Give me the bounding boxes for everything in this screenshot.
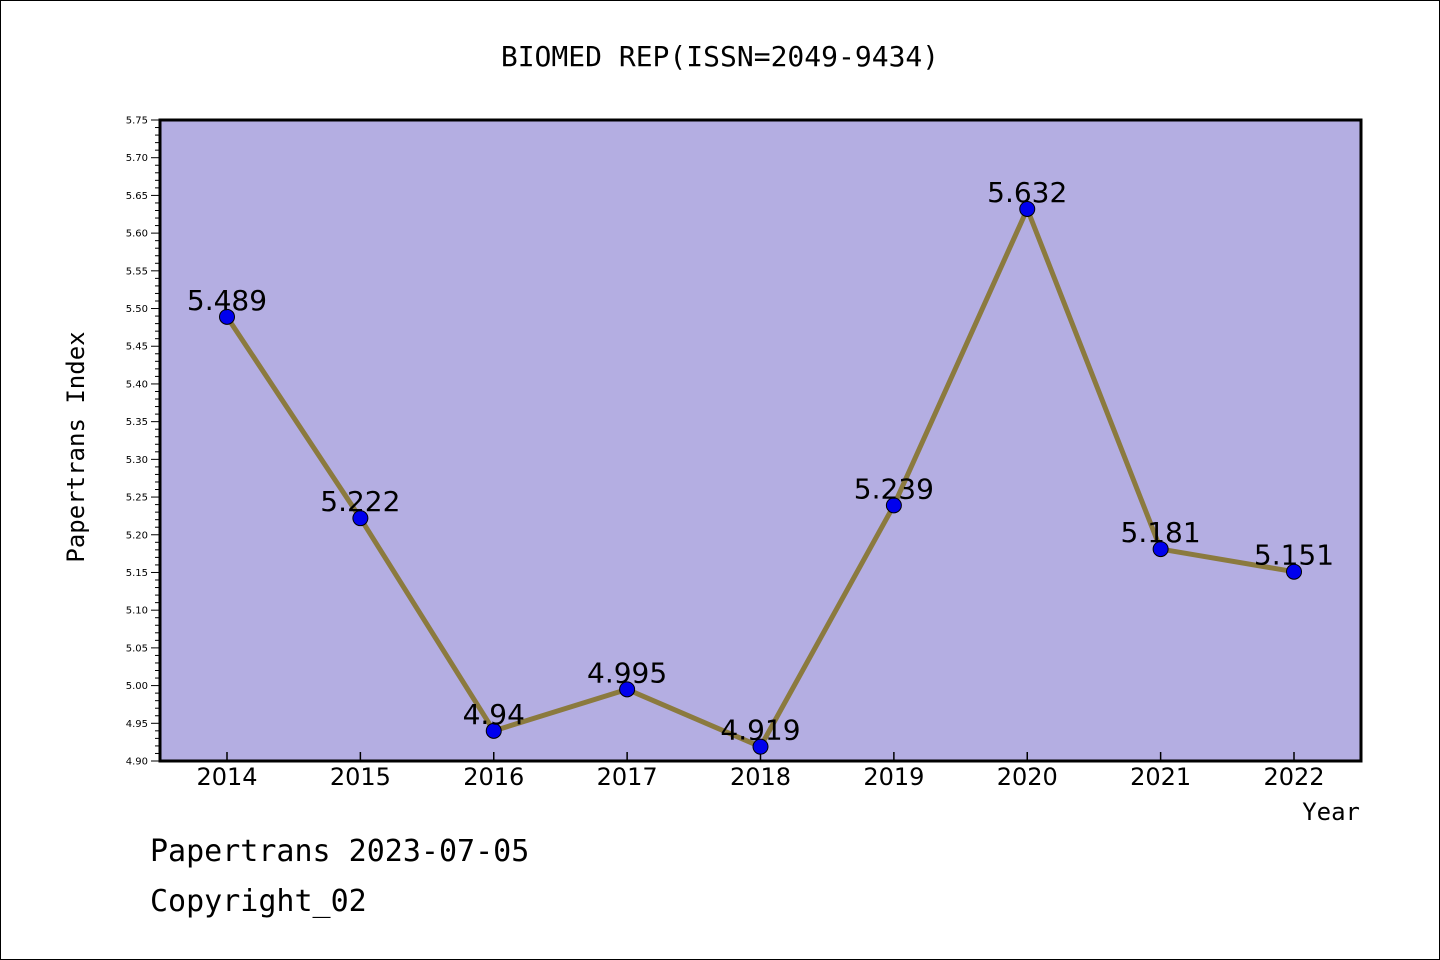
y-tick-label: 5.35 — [126, 417, 148, 428]
y-axis-label: Papertrans Index — [62, 331, 90, 562]
data-point — [485, 722, 502, 739]
x-tick-label: 2021 — [1130, 763, 1191, 791]
x-tick-label: 2022 — [1263, 763, 1324, 791]
y-tick-label: 5.30 — [126, 455, 148, 466]
y-tick-label: 5.20 — [126, 530, 148, 541]
data-label: 4.94 — [463, 698, 525, 731]
data-point — [885, 497, 902, 514]
data-point — [752, 738, 769, 755]
x-axis: 2014 2015 2016 2017 2018 2019 2020 2021 2022 — [196, 752, 1325, 791]
data-point — [1152, 541, 1169, 558]
footer-copyright: Copyright_02 — [150, 884, 367, 919]
series-group: 5.489 5.222 4.94 4.995 4.919 5.239 5.632 5.181 5… — [187, 176, 1334, 755]
data-label: 5.181 — [1121, 516, 1201, 549]
x-tick-label: 2016 — [463, 763, 524, 791]
x-tick-label: 2014 — [196, 763, 257, 791]
data-label: 5.151 — [1254, 539, 1334, 572]
x-tick-label: 2017 — [597, 763, 658, 791]
chart-title: BIOMED REP(ISSN=2049-9434) — [501, 40, 939, 73]
y-tick-label: 5.25 — [126, 493, 148, 504]
y-tick-label: 5.70 — [126, 153, 148, 164]
data-label: 5.239 — [854, 472, 934, 505]
plot-border — [158, 118, 1363, 763]
y-tick-label: 5.60 — [126, 229, 148, 240]
x-tick-label: 2020 — [997, 763, 1058, 791]
y-tick-label: 5.75 — [126, 116, 148, 127]
plot-area — [160, 120, 1361, 761]
y-tick-label: 5.50 — [126, 304, 148, 315]
data-point — [1019, 200, 1036, 217]
y-tick-label: 5.55 — [126, 266, 148, 277]
data-label: 5.632 — [987, 176, 1067, 209]
y-tick-label: 5.15 — [126, 568, 148, 579]
x-tick-label: 2018 — [730, 763, 791, 791]
y-tick-label: 5.65 — [126, 191, 148, 202]
y-tick-label: 5.45 — [126, 342, 148, 353]
y-tick-label: 4.90 — [126, 757, 148, 768]
y-tick-label: 5.00 — [126, 681, 148, 692]
data-point — [1286, 563, 1302, 580]
data-label: 4.919 — [720, 714, 800, 747]
footer-date: Papertrans 2023-07-05 — [150, 834, 530, 869]
x-tick-label: 2019 — [863, 763, 924, 791]
x-tick-label: 2015 — [330, 763, 391, 791]
data-point — [619, 681, 636, 698]
x-axis-label: Year — [1302, 798, 1360, 826]
data-label: 5.489 — [187, 284, 267, 317]
y-tick-label: 5.40 — [126, 379, 148, 390]
y-axis: 4.90 4.95 5.00 5.05 5.10 5.15 5.20 5.25 5.30 5.35… — [126, 116, 160, 768]
y-tick-label: 5.05 — [126, 643, 148, 654]
y-tick-label: 5.10 — [126, 606, 148, 617]
data-label: 4.995 — [587, 656, 667, 689]
data-point — [219, 308, 235, 325]
data-label: 5.222 — [320, 485, 400, 518]
y-tick-label: 4.95 — [126, 719, 148, 730]
data-point — [352, 510, 369, 527]
